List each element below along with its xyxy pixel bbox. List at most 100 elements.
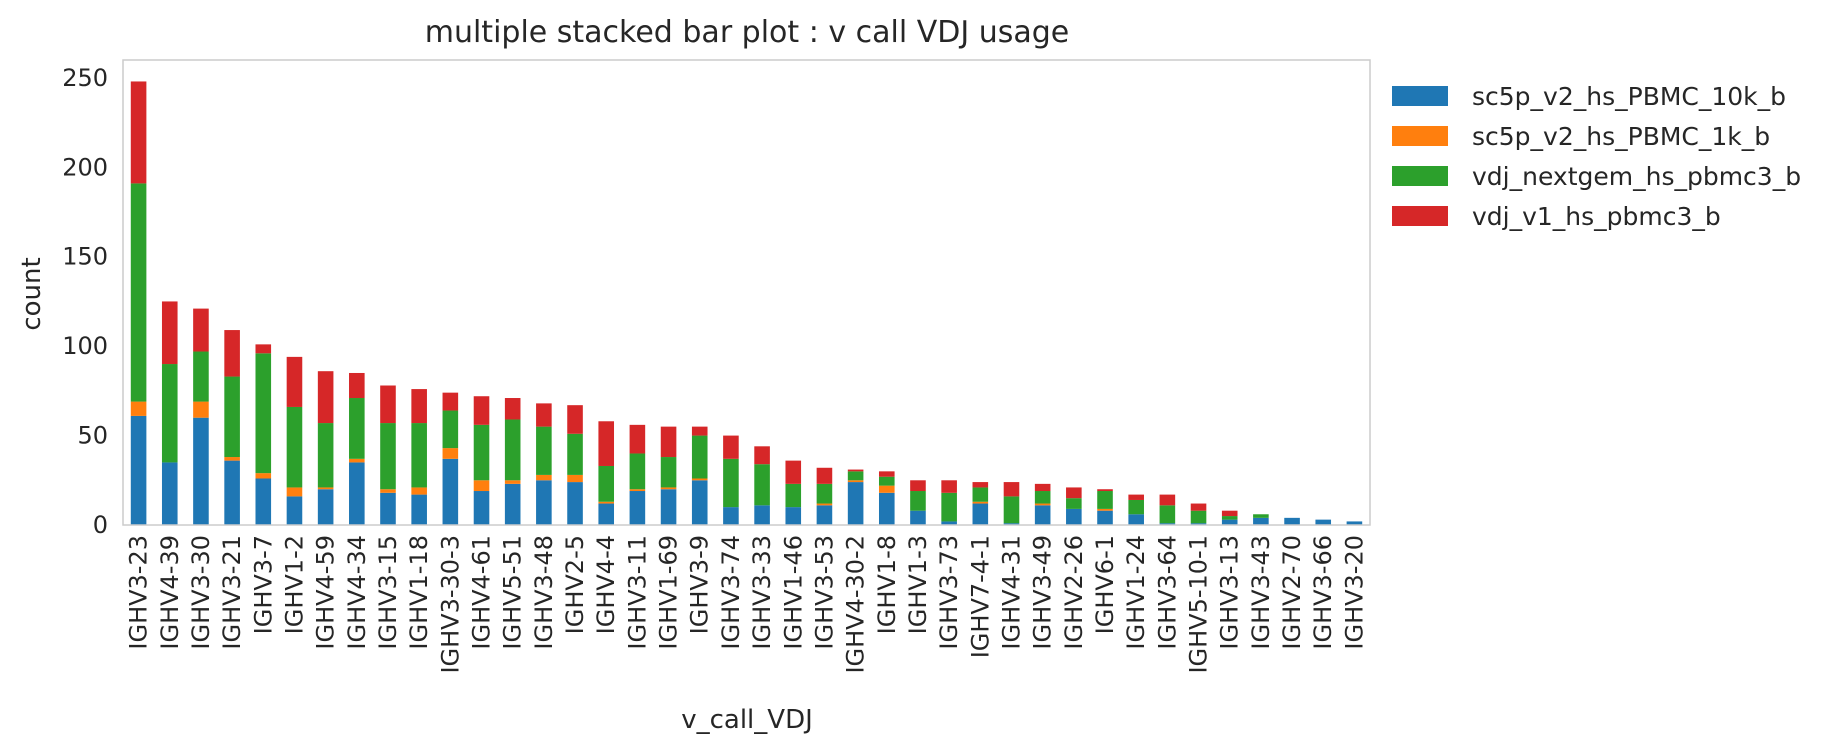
- legend: sc5p_v2_hs_PBMC_10k_b sc5p_v2_hs_PBMC_1k_…: [1392, 82, 1801, 231]
- bar-segment-IGHV3-64-vdj_nextgem_hs_pbmc3_b: [1159, 505, 1176, 524]
- bar-segment-IGHV4-61-sc5p_v2_hs_PBMC_10k_b: [473, 491, 490, 525]
- bar-segment-IGHV3-49-sc5p_v2_hs_PBMC_1k_b: [1034, 503, 1051, 506]
- bar-segment-IGHV3-15-vdj_v1_hs_pbmc3_b: [380, 385, 396, 424]
- bar-segment-IGHV1-24-sc5p_v2_hs_PBMC_10k_b: [1128, 514, 1144, 525]
- bar-segment-IGHV3-43-sc5p_v2_hs_PBMC_10k_b: [1253, 517, 1269, 525]
- x-tick-label: IGHV1-18: [405, 535, 433, 650]
- bar-segment-IGHV1-3-vdj_nextgem_hs_pbmc3_b: [910, 491, 926, 511]
- legend-label: vdj_nextgem_hs_pbmc3_b: [1472, 162, 1801, 191]
- bar-segment-IGHV3-73-vdj_v1_hs_pbmc3_b: [941, 480, 957, 493]
- x-tick-label: IGHV5-51: [499, 535, 527, 650]
- bar-segment-IGHV3-48-vdj_v1_hs_pbmc3_b: [536, 403, 552, 427]
- x-tick-label: IGHV3-21: [218, 535, 246, 650]
- bar-segment-IGHV3-9-sc5p_v2_hs_PBMC_1k_b: [691, 478, 708, 481]
- bar-segment-IGHV3-43-vdj_nextgem_hs_pbmc3_b: [1253, 514, 1269, 518]
- bar-segment-IGHV4-61-vdj_nextgem_hs_pbmc3_b: [473, 424, 490, 481]
- bar-segment-IGHV1-46-vdj_v1_hs_pbmc3_b: [785, 460, 802, 484]
- bar-segment-IGHV3-30-sc5p_v2_hs_PBMC_10k_b: [193, 417, 209, 525]
- bar-segment-IGHV4-30-2-sc5p_v2_hs_PBMC_1k_b: [847, 480, 864, 483]
- bar-segment-IGHV6-1-vdj_v1_hs_pbmc3_b: [1097, 489, 1113, 492]
- x-tick-label: IGHV1-2: [281, 535, 309, 634]
- x-tick-label: IGHV3-66: [1309, 535, 1337, 650]
- bar-segment-IGHV3-73-vdj_nextgem_hs_pbmc3_b: [941, 492, 957, 522]
- bar-segment-IGHV2-26-vdj_v1_hs_pbmc3_b: [1066, 487, 1082, 499]
- x-tick-label: IGHV1-24: [1122, 535, 1150, 650]
- bar-segment-IGHV3-53-sc5p_v2_hs_PBMC_1k_b: [816, 503, 833, 506]
- bar-segment-IGHV3-7-vdj_v1_hs_pbmc3_b: [255, 344, 272, 354]
- bar-segment-IGHV3-21-sc5p_v2_hs_PBMC_1k_b: [224, 457, 240, 461]
- bar-segment-IGHV1-24-vdj_nextgem_hs_pbmc3_b: [1128, 499, 1144, 515]
- x-tick-label: IGHV3-64: [1153, 535, 1181, 650]
- x-tick-label: IGHV2-5: [561, 535, 589, 634]
- x-tick-label: IGHV4-30-2: [842, 535, 870, 674]
- bar-segment-IGHV3-74-vdj_v1_hs_pbmc3_b: [723, 435, 739, 459]
- y-axis-label: count: [17, 257, 47, 330]
- x-tick-label: IGHV4-34: [343, 535, 371, 650]
- bar-segment-IGHV3-11-sc5p_v2_hs_PBMC_10k_b: [629, 491, 646, 525]
- bar-segment-IGHV3-21-sc5p_v2_hs_PBMC_10k_b: [224, 460, 240, 525]
- x-tick-label: IGHV3-9: [686, 535, 714, 634]
- y-tick-label: 200: [62, 153, 108, 181]
- bar-segment-IGHV3-7-vdj_nextgem_hs_pbmc3_b: [255, 353, 272, 474]
- bar-segment-IGHV2-70-sc5p_v2_hs_PBMC_10k_b: [1284, 517, 1300, 525]
- bar-segment-IGHV4-59-vdj_nextgem_hs_pbmc3_b: [317, 423, 334, 488]
- bar-segment-IGHV1-3-vdj_v1_hs_pbmc3_b: [910, 480, 926, 492]
- chart-title: multiple stacked bar plot : v call VDJ u…: [425, 15, 1070, 50]
- bar-segment-IGHV5-51-sc5p_v2_hs_PBMC_10k_b: [504, 483, 521, 525]
- bar-segment-IGHV3-7-sc5p_v2_hs_PBMC_1k_b: [255, 473, 272, 479]
- bar-segment-IGHV3-30-sc5p_v2_hs_PBMC_1k_b: [193, 401, 209, 418]
- bar-segment-IGHV4-39-vdj_nextgem_hs_pbmc3_b: [161, 364, 178, 463]
- bar-segment-IGHV4-61-vdj_v1_hs_pbmc3_b: [473, 396, 490, 425]
- bar-segment-IGHV3-23-sc5p_v2_hs_PBMC_10k_b: [130, 415, 147, 525]
- bar-segment-IGHV1-2-sc5p_v2_hs_PBMC_10k_b: [286, 496, 303, 525]
- x-tick-label: IGHV4-59: [312, 535, 340, 650]
- bar-segment-IGHV4-30-2-vdj_v1_hs_pbmc3_b: [847, 469, 864, 472]
- legend-swatch: [1392, 126, 1448, 146]
- bar-segment-IGHV3-33-sc5p_v2_hs_PBMC_10k_b: [754, 505, 770, 525]
- bar-segment-IGHV4-4-sc5p_v2_hs_PBMC_1k_b: [598, 501, 615, 504]
- bar-segment-IGHV1-8-vdj_nextgem_hs_pbmc3_b: [878, 476, 895, 486]
- x-tick-label: IGHV3-20: [1340, 535, 1368, 650]
- bar-segment-IGHV3-20-sc5p_v2_hs_PBMC_10k_b: [1346, 521, 1363, 525]
- x-tick-label: IGHV4-39: [156, 535, 184, 650]
- bar-segment-IGHV7-4-1-sc5p_v2_hs_PBMC_1k_b: [972, 501, 989, 504]
- bar-segment-IGHV3-7-sc5p_v2_hs_PBMC_10k_b: [255, 478, 272, 525]
- bar-segment-IGHV1-69-sc5p_v2_hs_PBMC_10k_b: [660, 489, 677, 525]
- legend-label: vdj_v1_hs_pbmc3_b: [1472, 202, 1721, 231]
- bar-segment-IGHV4-34-sc5p_v2_hs_PBMC_10k_b: [349, 462, 365, 525]
- bar-segment-IGHV3-73-sc5p_v2_hs_PBMC_10k_b: [941, 521, 957, 525]
- bar-segment-IGHV3-23-vdj_nextgem_hs_pbmc3_b: [130, 183, 147, 402]
- bar-segment-IGHV4-34-vdj_v1_hs_pbmc3_b: [349, 372, 365, 399]
- bar-segment-IGHV2-26-sc5p_v2_hs_PBMC_10k_b: [1066, 508, 1082, 525]
- legend-label: sc5p_v2_hs_PBMC_10k_b: [1472, 82, 1786, 111]
- bar-segment-IGHV3-74-vdj_nextgem_hs_pbmc3_b: [723, 458, 739, 508]
- x-tick-label: IGHV3-7: [249, 535, 277, 634]
- bar-segment-IGHV1-18-vdj_nextgem_hs_pbmc3_b: [411, 423, 427, 488]
- x-tick-label: IGHV3-48: [530, 535, 558, 650]
- legend-label: sc5p_v2_hs_PBMC_1k_b: [1472, 122, 1770, 151]
- legend-swatch: [1392, 206, 1448, 226]
- x-tick-label: IGHV3-53: [810, 535, 838, 650]
- x-tick-label: IGHV3-33: [748, 535, 776, 650]
- bar-segment-IGHV3-64-sc5p_v2_hs_PBMC_10k_b: [1159, 523, 1176, 525]
- bar-segment-IGHV5-10-1-vdj_v1_hs_pbmc3_b: [1190, 503, 1207, 511]
- bar-segment-IGHV3-13-vdj_nextgem_hs_pbmc3_b: [1221, 516, 1238, 520]
- bar-segment-IGHV1-8-sc5p_v2_hs_PBMC_1k_b: [878, 485, 895, 493]
- x-tick-label: IGHV3-23: [125, 535, 153, 650]
- bar-segment-IGHV4-31-sc5p_v2_hs_PBMC_10k_b: [1003, 523, 1020, 525]
- x-tick-label: IGHV2-70: [1278, 535, 1306, 650]
- y-tick-label: 150: [62, 243, 108, 271]
- bar-segment-IGHV1-46-vdj_nextgem_hs_pbmc3_b: [785, 483, 802, 508]
- bar-segment-IGHV7-4-1-vdj_nextgem_hs_pbmc3_b: [972, 487, 989, 502]
- x-tick-label: IGHV4-31: [998, 535, 1026, 650]
- y-tick-label: 0: [93, 511, 108, 539]
- bar-segment-IGHV4-31-vdj_nextgem_hs_pbmc3_b: [1003, 496, 1020, 524]
- bar-segment-IGHV1-8-vdj_v1_hs_pbmc3_b: [878, 471, 895, 477]
- bar-segment-IGHV3-48-sc5p_v2_hs_PBMC_10k_b: [536, 480, 552, 525]
- bar-segment-IGHV3-23-vdj_v1_hs_pbmc3_b: [130, 81, 147, 184]
- x-axis-label: v_call_VDJ: [681, 705, 813, 735]
- x-tick-label: IGHV2-26: [1060, 535, 1088, 650]
- bar-segment-IGHV3-13-sc5p_v2_hs_PBMC_10k_b: [1221, 519, 1238, 525]
- bar-segment-IGHV1-46-sc5p_v2_hs_PBMC_10k_b: [785, 507, 802, 525]
